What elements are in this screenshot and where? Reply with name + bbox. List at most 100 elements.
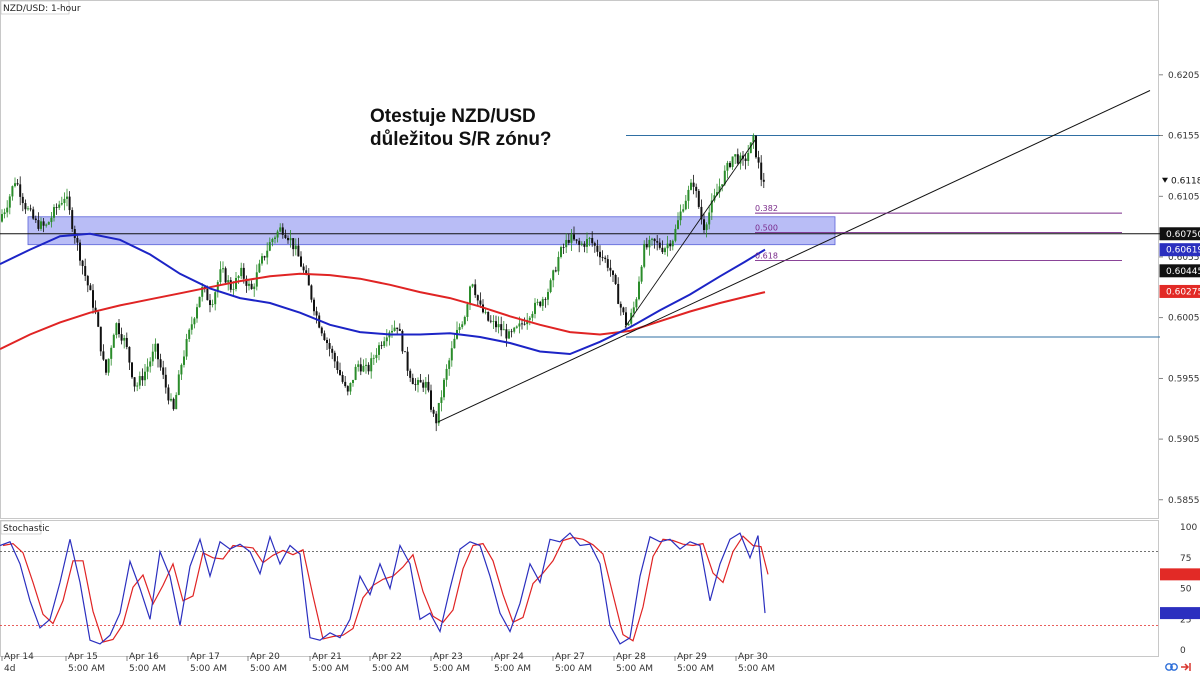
candle-body — [700, 206, 703, 220]
fib-level-label: 0.500 — [755, 224, 778, 233]
candle-body — [612, 270, 614, 275]
candle-body — [752, 135, 755, 143]
candle-body — [653, 238, 656, 242]
candle-body — [154, 343, 157, 352]
price-badge-label: 0.60445 — [1166, 267, 1200, 277]
candle-body — [289, 238, 292, 241]
candle-body — [627, 323, 630, 326]
price-tick-label: 0.59559 — [1168, 374, 1200, 384]
candle-body — [687, 189, 690, 201]
candle-body — [253, 286, 256, 290]
candle-body — [396, 327, 399, 329]
ma-blue-line — [0, 232, 766, 356]
time-tick-sublabel: 5:00 AM — [372, 664, 409, 674]
candle-body — [729, 162, 731, 167]
horizontal-levels-layer — [0, 135, 1160, 338]
candle-body — [755, 135, 757, 158]
candle-body — [583, 243, 586, 247]
stochastic-label: Stochastic — [3, 524, 50, 534]
candle-body — [513, 327, 516, 332]
candle-body — [391, 330, 393, 333]
candle-body — [458, 327, 461, 330]
candle-body — [255, 272, 258, 287]
price-tick-label: 0.58559 — [1168, 496, 1200, 506]
candle-body — [638, 281, 640, 300]
time-tick-sublabel: 5:00 AM — [250, 664, 287, 674]
sr-zone-layer — [27, 216, 836, 246]
candle-body — [552, 270, 555, 281]
candle-body — [588, 237, 591, 240]
candle-body — [284, 234, 287, 238]
stoch-k-badge — [1160, 607, 1200, 620]
stoch-d-badge — [1160, 568, 1200, 581]
candle-body — [92, 290, 94, 308]
candle-body — [240, 267, 243, 277]
candle-body — [682, 209, 685, 212]
candle-body — [601, 257, 604, 259]
candle-body — [141, 376, 144, 381]
link-icon[interactable] — [1165, 663, 1178, 671]
time-tick-label: Apr 29 — [677, 652, 707, 662]
candle-body — [323, 333, 326, 340]
candle-body — [71, 210, 74, 230]
candle-body — [354, 366, 357, 380]
price-tick-label: 0.60559 — [1168, 253, 1200, 263]
candle-body — [437, 402, 440, 424]
candle-body — [497, 324, 500, 328]
candle-body — [736, 154, 739, 164]
candle-body — [502, 329, 505, 331]
time-tick-sublabel: 4d — [4, 664, 15, 674]
candle-body — [245, 278, 248, 286]
candle-body — [125, 337, 128, 347]
candle-body — [731, 156, 734, 167]
candle-body — [560, 247, 562, 257]
candle-body — [544, 299, 547, 300]
candle-body — [24, 203, 27, 210]
candle-body — [398, 328, 401, 332]
candle-body — [419, 379, 422, 383]
candle-body — [281, 227, 284, 235]
candle-body — [258, 263, 261, 273]
price-tick-label: 0.61559 — [1168, 132, 1200, 142]
trendlines-layer — [437, 90, 1151, 423]
candle-body — [565, 239, 568, 248]
candle-body — [469, 286, 471, 305]
candle-body — [549, 280, 552, 293]
candle-body — [656, 241, 659, 243]
candle-body — [411, 377, 414, 385]
candle-body — [349, 382, 352, 392]
candle-body — [50, 217, 53, 223]
time-tick-label: Apr 23 — [433, 652, 463, 662]
candle-body — [518, 323, 521, 327]
time-tick-sublabel: 5:00 AM — [312, 664, 349, 674]
candle-body — [367, 364, 370, 372]
candle-body — [357, 364, 360, 367]
candle-body — [578, 240, 581, 245]
candle-body — [105, 359, 107, 373]
price-badge-label: 0.61187 — [1171, 177, 1200, 187]
candle-body — [302, 266, 305, 271]
candle-body — [703, 219, 705, 231]
candle-body — [450, 348, 453, 361]
candle-body — [422, 382, 425, 388]
price-tick-label: 0.60059 — [1168, 314, 1200, 324]
candle-body — [216, 282, 219, 293]
candle-body — [307, 274, 310, 286]
stochastic-layer — [0, 532, 1160, 645]
candle-body — [89, 285, 92, 291]
price-badge — [1159, 174, 1200, 188]
candle-body — [677, 220, 679, 229]
candle-body — [661, 247, 664, 253]
time-tick-label: Apr 28 — [616, 652, 646, 662]
collapse-arrow-icon[interactable] — [1181, 663, 1191, 671]
candle-body — [432, 409, 435, 414]
candle-body — [219, 269, 222, 283]
candle-body — [539, 301, 542, 306]
candle-body — [123, 337, 126, 341]
candle-body — [404, 351, 406, 353]
candle-body — [570, 234, 573, 243]
candle-body — [76, 237, 79, 243]
candle-body — [177, 374, 180, 395]
candle-body — [201, 286, 204, 297]
